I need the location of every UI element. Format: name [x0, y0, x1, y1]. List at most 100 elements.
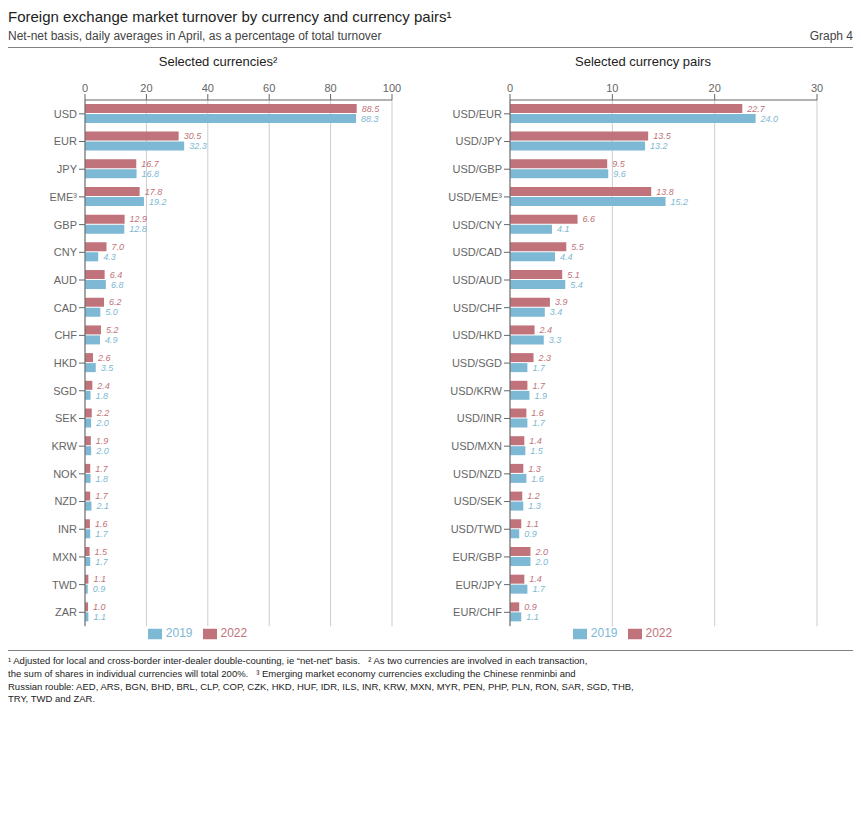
svg-text:1.9: 1.9 [96, 436, 109, 446]
svg-text:USD/HKD: USD/HKD [452, 329, 502, 341]
svg-text:80: 80 [324, 82, 336, 94]
svg-text:2.2: 2.2 [96, 408, 110, 418]
svg-text:30.5: 30.5 [184, 131, 203, 141]
svg-text:88.5: 88.5 [362, 104, 381, 114]
svg-text:60: 60 [263, 82, 275, 94]
svg-text:10: 10 [606, 82, 618, 94]
svg-text:2.0: 2.0 [95, 446, 109, 456]
svg-text:1.3: 1.3 [528, 464, 541, 474]
svg-text:3.5: 3.5 [101, 363, 115, 373]
svg-text:USD/KRW: USD/KRW [450, 385, 502, 397]
svg-text:USD/SEK: USD/SEK [454, 495, 503, 507]
svg-text:2.0: 2.0 [534, 547, 548, 557]
svg-text:19.2: 19.2 [149, 197, 167, 207]
svg-text:88.3: 88.3 [361, 114, 379, 124]
svg-text:1.7: 1.7 [95, 557, 109, 567]
svg-text:9.6: 9.6 [613, 169, 626, 179]
svg-text:1.1: 1.1 [93, 574, 106, 584]
svg-text:2.3: 2.3 [538, 353, 552, 363]
svg-text:2.4: 2.4 [539, 325, 553, 335]
svg-text:1.7: 1.7 [532, 584, 546, 594]
svg-text:1.4: 1.4 [529, 574, 542, 584]
svg-text:1.7: 1.7 [532, 363, 546, 373]
svg-text:GBP: GBP [54, 219, 77, 231]
svg-text:30: 30 [811, 82, 823, 94]
svg-text:JPY: JPY [57, 163, 78, 175]
svg-text:5.5: 5.5 [571, 242, 585, 252]
svg-text:1.2: 1.2 [527, 491, 540, 501]
svg-text:13.5: 13.5 [653, 131, 672, 141]
svg-text:USD/SGD: USD/SGD [452, 357, 502, 369]
svg-text:32.3: 32.3 [189, 141, 207, 151]
svg-text:22.7: 22.7 [746, 104, 766, 114]
svg-text:4.1: 4.1 [557, 224, 570, 234]
svg-text:2.0: 2.0 [534, 557, 548, 567]
svg-text:20: 20 [709, 82, 721, 94]
svg-text:5.1: 5.1 [567, 270, 580, 280]
svg-text:24.0: 24.0 [760, 114, 779, 124]
svg-text:USD/JPY: USD/JPY [456, 135, 503, 147]
svg-text:0.9: 0.9 [93, 584, 106, 594]
svg-text:13.8: 13.8 [656, 187, 674, 197]
svg-text:6.2: 6.2 [109, 297, 122, 307]
svg-text:0: 0 [82, 82, 88, 94]
svg-text:2.4: 2.4 [96, 381, 110, 391]
svg-text:1.4: 1.4 [529, 436, 542, 446]
svg-text:1.1: 1.1 [93, 612, 106, 622]
svg-text:100: 100 [383, 82, 401, 94]
svg-text:1.6: 1.6 [95, 519, 108, 529]
svg-text:1.0: 1.0 [93, 602, 106, 612]
svg-text:3.9: 3.9 [555, 297, 568, 307]
svg-text:USD/EME³: USD/EME³ [448, 191, 502, 203]
svg-text:CNY: CNY [54, 246, 78, 258]
svg-text:0: 0 [507, 82, 513, 94]
svg-text:1.5: 1.5 [95, 547, 109, 557]
svg-text:USD/CNY: USD/CNY [452, 219, 502, 231]
svg-text:CHF: CHF [54, 329, 77, 341]
svg-text:TWD: TWD [52, 579, 77, 591]
svg-text:USD: USD [54, 108, 77, 120]
svg-text:USD/EUR: USD/EUR [452, 108, 502, 120]
svg-text:20: 20 [140, 82, 152, 94]
svg-text:4.3: 4.3 [103, 252, 116, 262]
svg-text:1.8: 1.8 [96, 391, 109, 401]
svg-text:2.6: 2.6 [97, 353, 111, 363]
svg-text:USD/AUD: USD/AUD [452, 274, 502, 286]
svg-text:1.7: 1.7 [95, 464, 109, 474]
svg-text:6.4: 6.4 [110, 270, 123, 280]
svg-text:USD/CAD: USD/CAD [452, 246, 502, 258]
svg-text:EME³: EME³ [50, 191, 78, 203]
svg-text:NOK: NOK [53, 468, 78, 480]
svg-text:4.9: 4.9 [105, 335, 118, 345]
svg-text:0.9: 0.9 [524, 602, 537, 612]
svg-text:6.6: 6.6 [583, 214, 596, 224]
svg-text:1.3: 1.3 [528, 501, 541, 511]
svg-text:3.3: 3.3 [549, 335, 562, 345]
svg-text:5.0: 5.0 [105, 307, 118, 317]
svg-text:INR: INR [58, 523, 77, 535]
svg-text:AUD: AUD [54, 274, 77, 286]
svg-text:USD/TWD: USD/TWD [451, 523, 502, 535]
svg-text:1.1: 1.1 [526, 612, 539, 622]
svg-text:1.7: 1.7 [532, 418, 546, 428]
svg-text:6.8: 6.8 [111, 280, 124, 290]
svg-text:2.0: 2.0 [95, 418, 109, 428]
svg-text:1.7: 1.7 [532, 381, 546, 391]
svg-text:CAD: CAD [54, 302, 77, 314]
svg-text:1.7: 1.7 [95, 529, 109, 539]
svg-text:17.8: 17.8 [145, 187, 163, 197]
svg-text:3.4: 3.4 [550, 307, 563, 317]
svg-text:9.5: 9.5 [612, 159, 626, 169]
svg-text:ZAR: ZAR [55, 606, 77, 618]
svg-text:7.0: 7.0 [111, 242, 124, 252]
svg-text:1.6: 1.6 [531, 408, 544, 418]
svg-text:16.8: 16.8 [142, 169, 160, 179]
svg-text:1.6: 1.6 [531, 474, 544, 484]
svg-text:1.5: 1.5 [530, 446, 544, 456]
svg-text:0.9: 0.9 [524, 529, 537, 539]
svg-text:USD/NZD: USD/NZD [453, 468, 502, 480]
svg-text:SGD: SGD [53, 385, 77, 397]
svg-text:2.1: 2.1 [95, 501, 109, 511]
svg-text:MXN: MXN [53, 551, 78, 563]
svg-text:5.2: 5.2 [106, 325, 119, 335]
